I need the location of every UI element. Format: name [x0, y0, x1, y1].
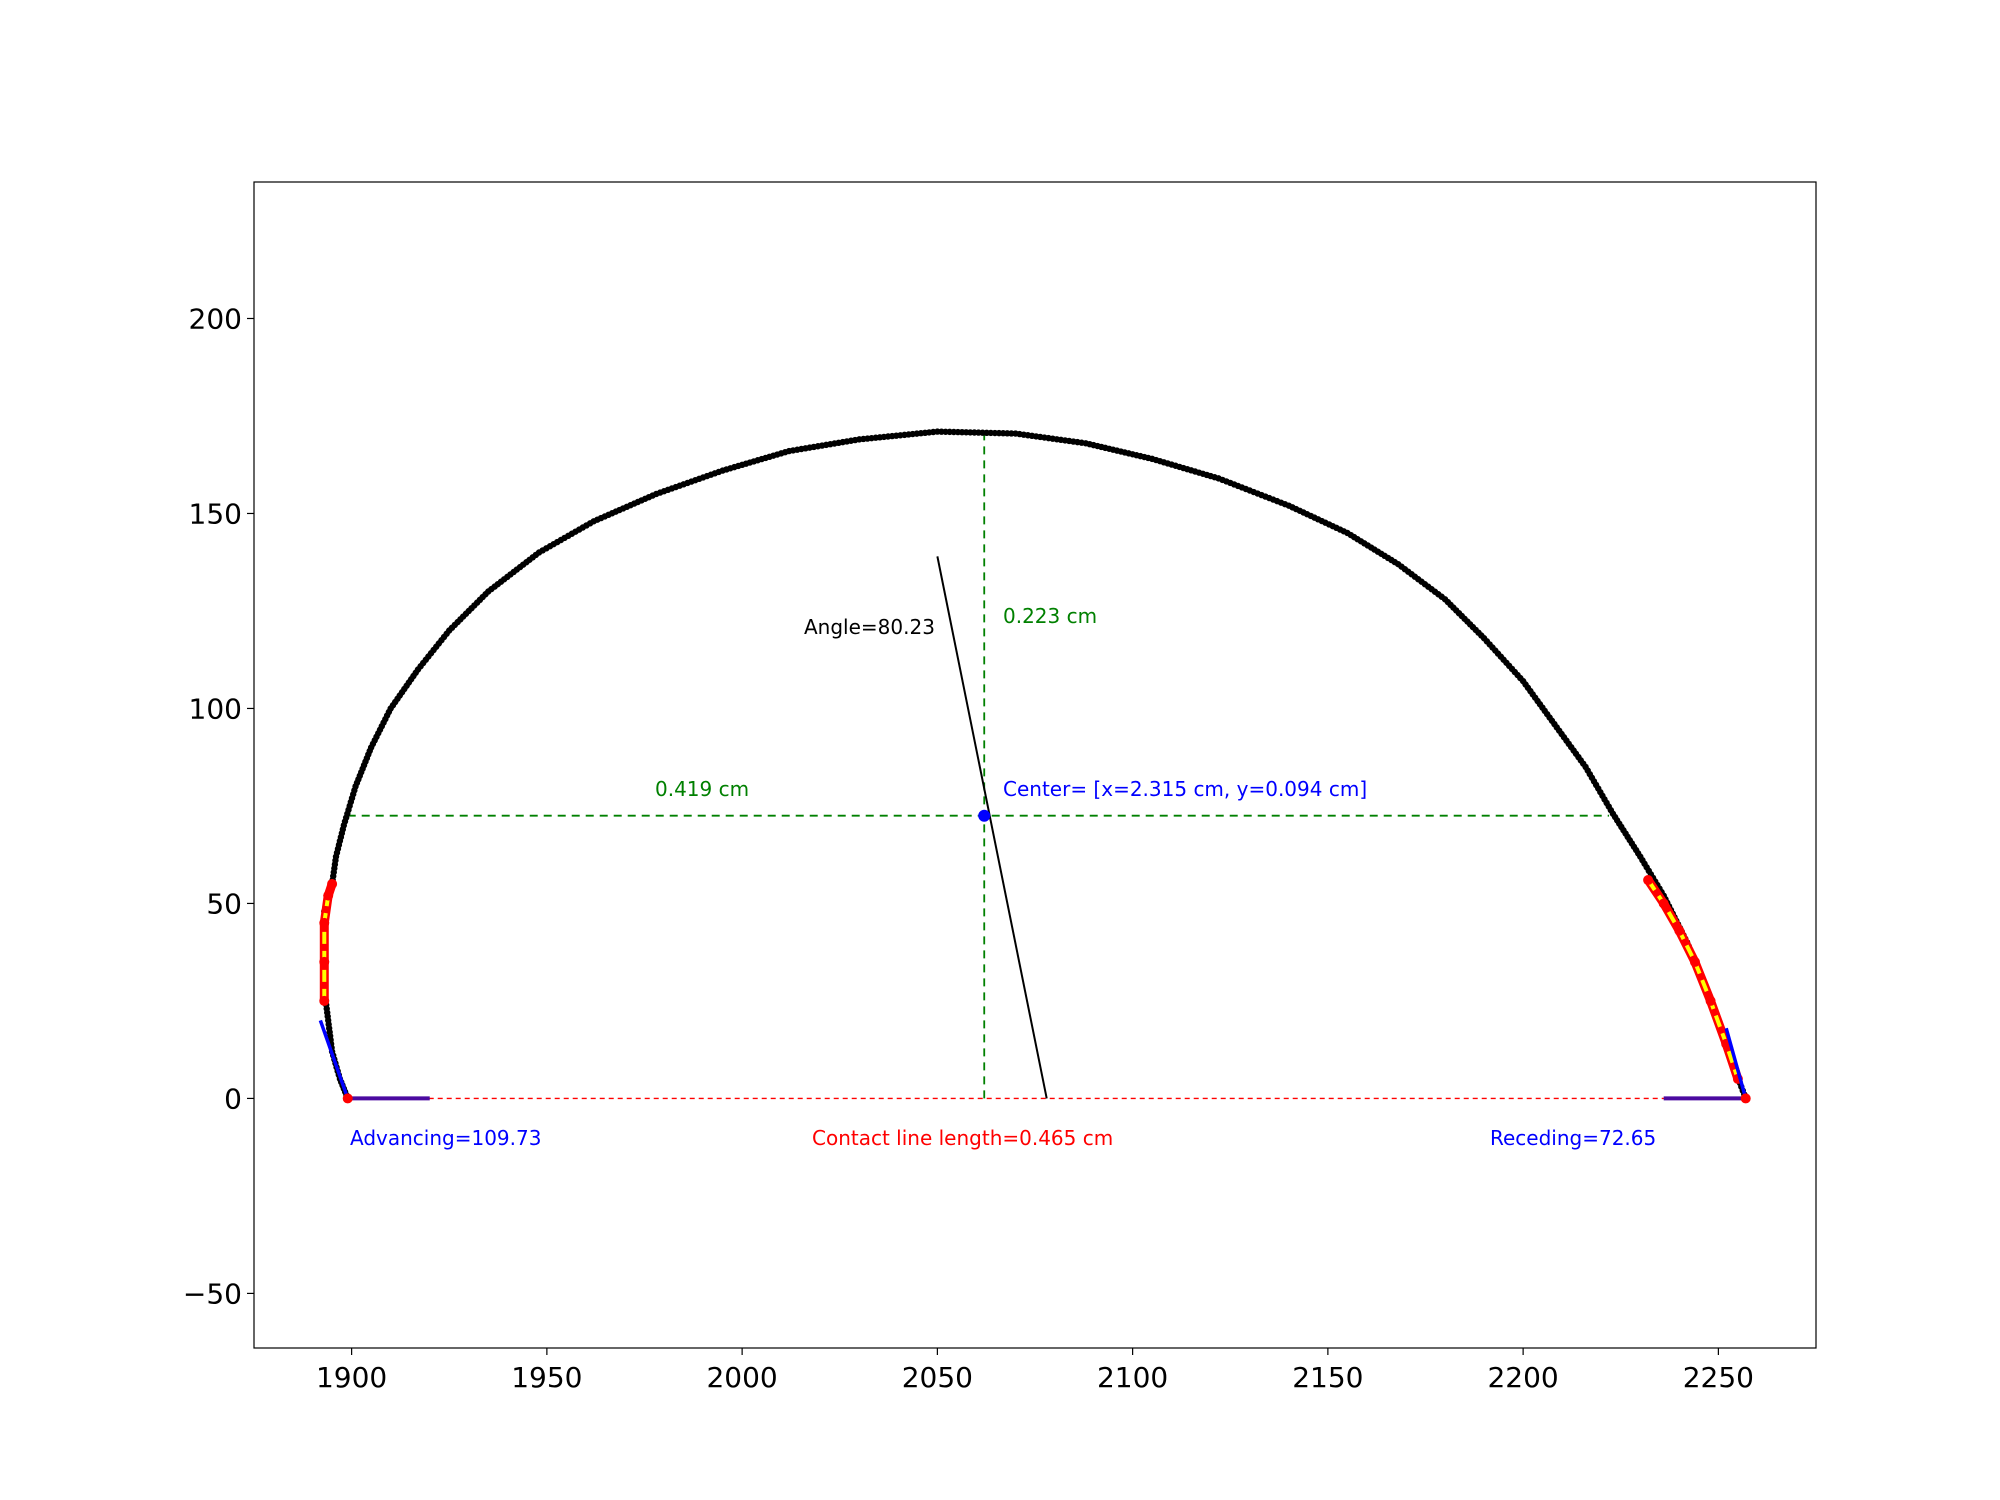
left-fit-point — [327, 878, 338, 889]
y-tick-label: 150 — [189, 497, 242, 530]
right-fit-point — [1674, 925, 1685, 936]
x-tick-label: 1950 — [511, 1361, 582, 1394]
left-fit-point — [319, 917, 330, 928]
axis-ticks: 1900 1950 2000 2050 2100 2150 2200 2250 −50 0 50 10… — [183, 302, 1754, 1394]
x-tick-label: 2050 — [902, 1361, 973, 1394]
left-fit-point — [323, 890, 334, 901]
x-tick-label: 1900 — [316, 1361, 387, 1394]
x-tick-label: 2100 — [1097, 1361, 1168, 1394]
axes-frame — [253, 181, 1817, 1349]
center-annotation: Center= [x=2.315 cm, y=0.094 cm] — [1003, 777, 1367, 801]
right-fit-point — [1689, 956, 1700, 967]
left-fit-point — [319, 956, 330, 967]
right-fit-point — [1705, 995, 1716, 1006]
height-annotation: 0.223 cm — [1003, 604, 1097, 628]
x-tick-label: 2200 — [1487, 1361, 1558, 1394]
y-tick-label: −50 — [183, 1277, 242, 1310]
radius-annotation: 0.419 cm — [655, 777, 749, 801]
x-tick-label: 2000 — [706, 1361, 777, 1394]
right-fit-point — [1643, 875, 1654, 886]
left-fit-point — [319, 995, 330, 1006]
receding-tangent-line — [1724, 1027, 1748, 1099]
advancing-annotation: Advancing=109.73 — [350, 1126, 541, 1150]
center-point — [978, 809, 991, 822]
angle-annotation: Angle=80.23 — [804, 615, 935, 639]
left-contact-point — [342, 1093, 353, 1104]
advancing-tangent-line — [318, 1019, 350, 1100]
y-tick-label: 50 — [206, 887, 242, 920]
x-tick-label: 2150 — [1292, 1361, 1363, 1394]
x-tick-label: 2250 — [1683, 1361, 1754, 1394]
y-tick-label: 100 — [189, 692, 242, 725]
right-fit-point — [1658, 898, 1669, 909]
plot-area — [318, 428, 1751, 1104]
right-contact-point — [1740, 1093, 1751, 1104]
receding-annotation: Receding=72.65 — [1490, 1126, 1656, 1150]
angle-line — [936, 556, 1048, 1099]
y-tick-label: 200 — [189, 302, 242, 335]
contact-line-annotation: Contact line length=0.465 cm — [812, 1126, 1113, 1150]
y-tick-label: 0 — [224, 1082, 242, 1115]
